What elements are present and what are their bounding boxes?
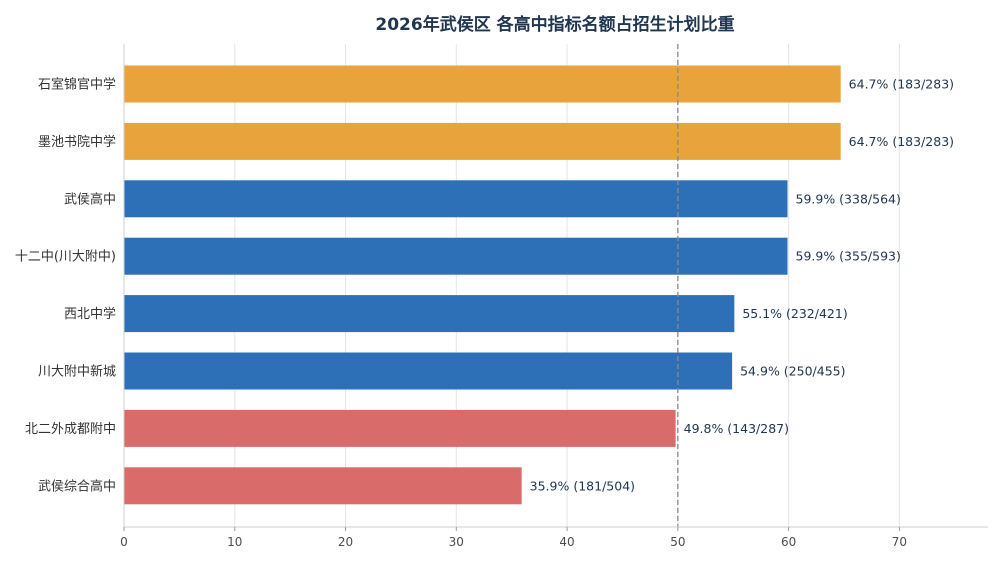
x-tick-label: 60 xyxy=(781,535,796,549)
data-label: 64.7% (183/283) xyxy=(849,134,954,149)
bar xyxy=(124,180,788,218)
category-label: 十二中(川大附中) xyxy=(15,250,116,265)
category-label: 西北中学 xyxy=(64,306,116,322)
x-tick-label: 20 xyxy=(338,535,353,549)
bar xyxy=(124,409,676,447)
bar xyxy=(124,237,788,275)
category-label: 武侯综合高中 xyxy=(38,478,116,494)
data-label: 35.9% (181/504) xyxy=(530,478,635,493)
x-tick-label: 0 xyxy=(120,535,128,549)
x-tick-label: 50 xyxy=(670,535,685,549)
data-label: 59.9% (355/593) xyxy=(796,249,901,264)
data-label: 64.7% (183/283) xyxy=(849,77,954,92)
category-label: 墨池书院中学 xyxy=(38,134,116,150)
data-label: 59.9% (338/564) xyxy=(796,191,901,206)
category-label: 川大附中新城 xyxy=(38,364,116,380)
category-label: 石室锦官中学 xyxy=(38,77,116,93)
chart-title: 2026年武侯区 各高中指标名额占招生计划比重 xyxy=(375,15,735,35)
data-label: 49.8% (143/287) xyxy=(684,421,789,436)
axis-layer: 0 10 20 30 40 50 60 70 xyxy=(120,44,988,549)
x-tick-label: 30 xyxy=(449,535,464,549)
bar xyxy=(124,352,733,390)
bar-layer xyxy=(124,65,841,505)
data-label: 54.9% (250/455) xyxy=(740,364,845,379)
bar xyxy=(124,122,841,160)
x-tick-label: 70 xyxy=(892,535,907,549)
category-label: 北二外成都附中 xyxy=(25,422,116,437)
bar xyxy=(124,467,522,505)
x-tick-label: 10 xyxy=(227,535,242,549)
data-label: 55.1% (232/421) xyxy=(742,306,847,321)
grid-layer xyxy=(234,44,900,527)
x-tick-label: 40 xyxy=(559,535,574,549)
category-label: 武侯高中 xyxy=(64,191,116,207)
bar xyxy=(124,65,841,103)
bar xyxy=(124,295,735,333)
label-layer: 石室锦官中学 64.7% (183/283) 墨池书院中学 64.7% (183/28… xyxy=(15,77,954,495)
